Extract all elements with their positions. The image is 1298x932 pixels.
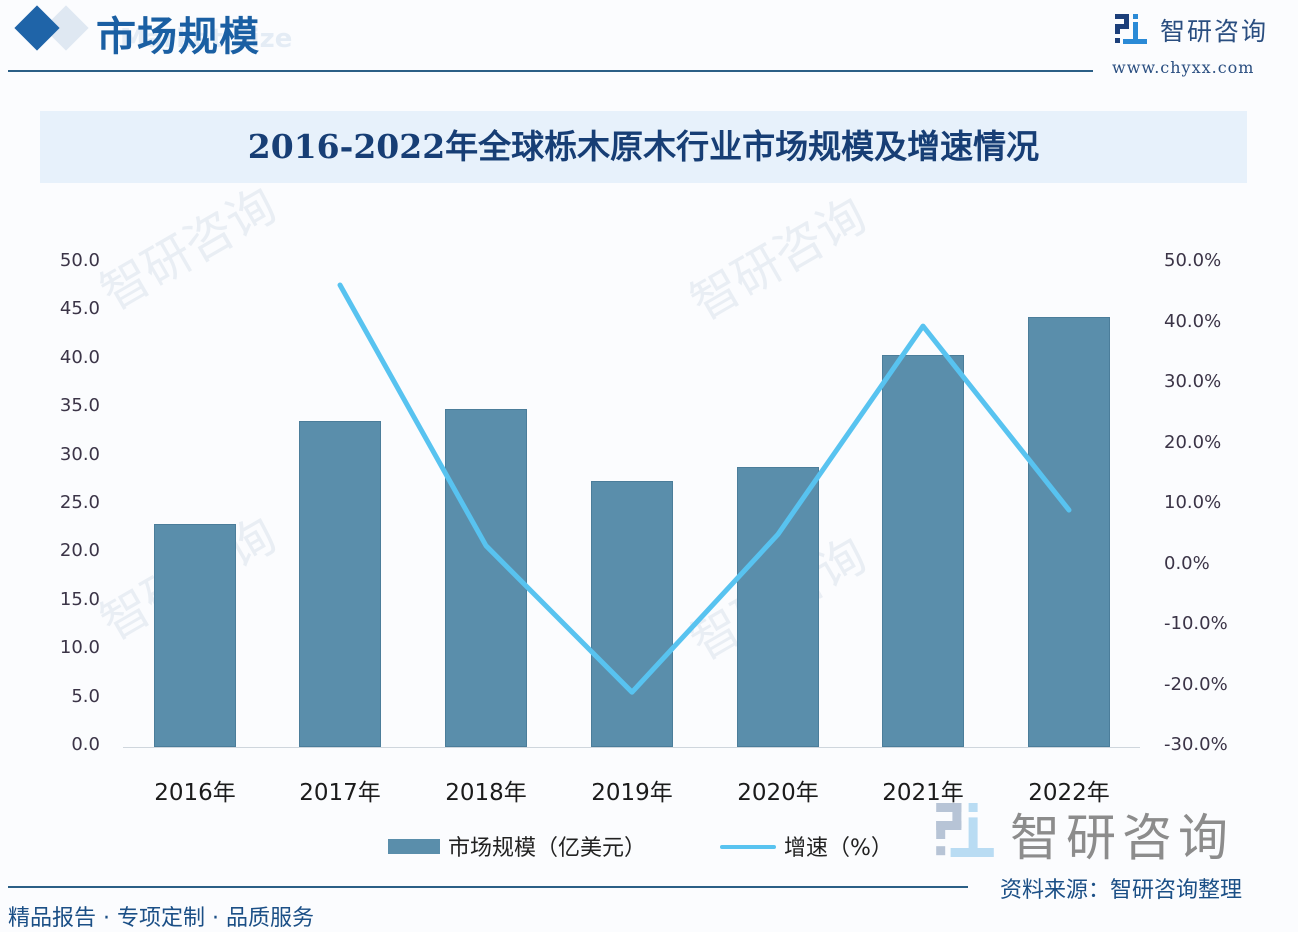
left-y-tick: 20.0: [59, 540, 100, 562]
left-y-tick: 5.0: [71, 685, 100, 707]
section-title: 市场规模: [96, 13, 260, 60]
chart-title: 2016-2022年全球栎木原木行业市场规模及增速情况: [247, 127, 1040, 166]
bar: [445, 409, 527, 747]
x-tick: 2021年: [882, 780, 964, 806]
chart-title-bar: 2016-2022年全球栎木原木行业市场规模及增速情况: [40, 111, 1247, 183]
left-y-tick: 40.0: [59, 346, 100, 368]
header-divider: [8, 70, 1093, 72]
brand-name: 智研咨询: [1160, 17, 1269, 46]
x-tick: 2017年: [299, 780, 381, 806]
legend-bar-label: 市场规模（亿美元）: [448, 836, 647, 861]
x-axis-line: [123, 747, 1140, 748]
left-y-tick: 45.0: [59, 298, 100, 320]
bar: [154, 524, 236, 747]
left-y-tick: 15.0: [59, 588, 100, 610]
right-y-tick: -30.0%: [1164, 734, 1228, 755]
right-y-tick: 0.0%: [1164, 552, 1210, 574]
brand-watermark-logo-icon: [936, 803, 994, 857]
left-y-tick: 10.0: [59, 637, 100, 659]
right-y-tick: 30.0%: [1164, 371, 1222, 392]
right-y-tick: -20.0%: [1164, 673, 1228, 695]
x-tick: 2019年: [591, 780, 673, 806]
left-y-tick: 25.0: [59, 492, 100, 513]
bar: [591, 480, 673, 747]
header: Market Size 市场规模 智研咨询 www.chyxx.com: [0, 0, 1298, 77]
left-y-tick: 50.0: [59, 250, 100, 271]
footer-divider: [8, 886, 968, 888]
bar: [1028, 317, 1110, 747]
brand-url: www.chyxx.com: [1112, 58, 1255, 77]
right-y-tick: 20.0%: [1164, 431, 1222, 453]
legend-line-swatch: [720, 845, 776, 849]
bar: [299, 420, 381, 747]
section-title-ghost: Market Size: [120, 24, 293, 54]
brand-logo-icon: [1115, 14, 1147, 44]
data-source: 资料来源：智研咨询整理: [1000, 878, 1243, 903]
left-y-tick: 30.0: [59, 443, 100, 465]
left-y-tick: 35.0: [59, 395, 100, 417]
legend-bar-swatch: [388, 839, 440, 854]
right-y-tick: -10.0%: [1164, 613, 1228, 634]
bar: [737, 467, 819, 747]
bar: [882, 354, 964, 747]
x-tick: 2018年: [445, 780, 527, 806]
right-y-tick: 40.0%: [1164, 310, 1222, 332]
footer-slogan: 精品报告 · 专项定制 · 品质服务: [8, 906, 314, 931]
right-y-tick: 50.0%: [1164, 250, 1222, 271]
x-tick: 2016年: [154, 780, 236, 806]
right-y-tick: 10.0%: [1164, 492, 1222, 513]
left-y-tick: 0.0: [71, 734, 100, 755]
x-tick: 2020年: [737, 780, 819, 806]
legend-line-label: 增速（%）: [784, 836, 893, 861]
brand-watermark-text: 智研咨询: [1010, 809, 1234, 867]
x-tick: 2022年: [1028, 780, 1110, 806]
